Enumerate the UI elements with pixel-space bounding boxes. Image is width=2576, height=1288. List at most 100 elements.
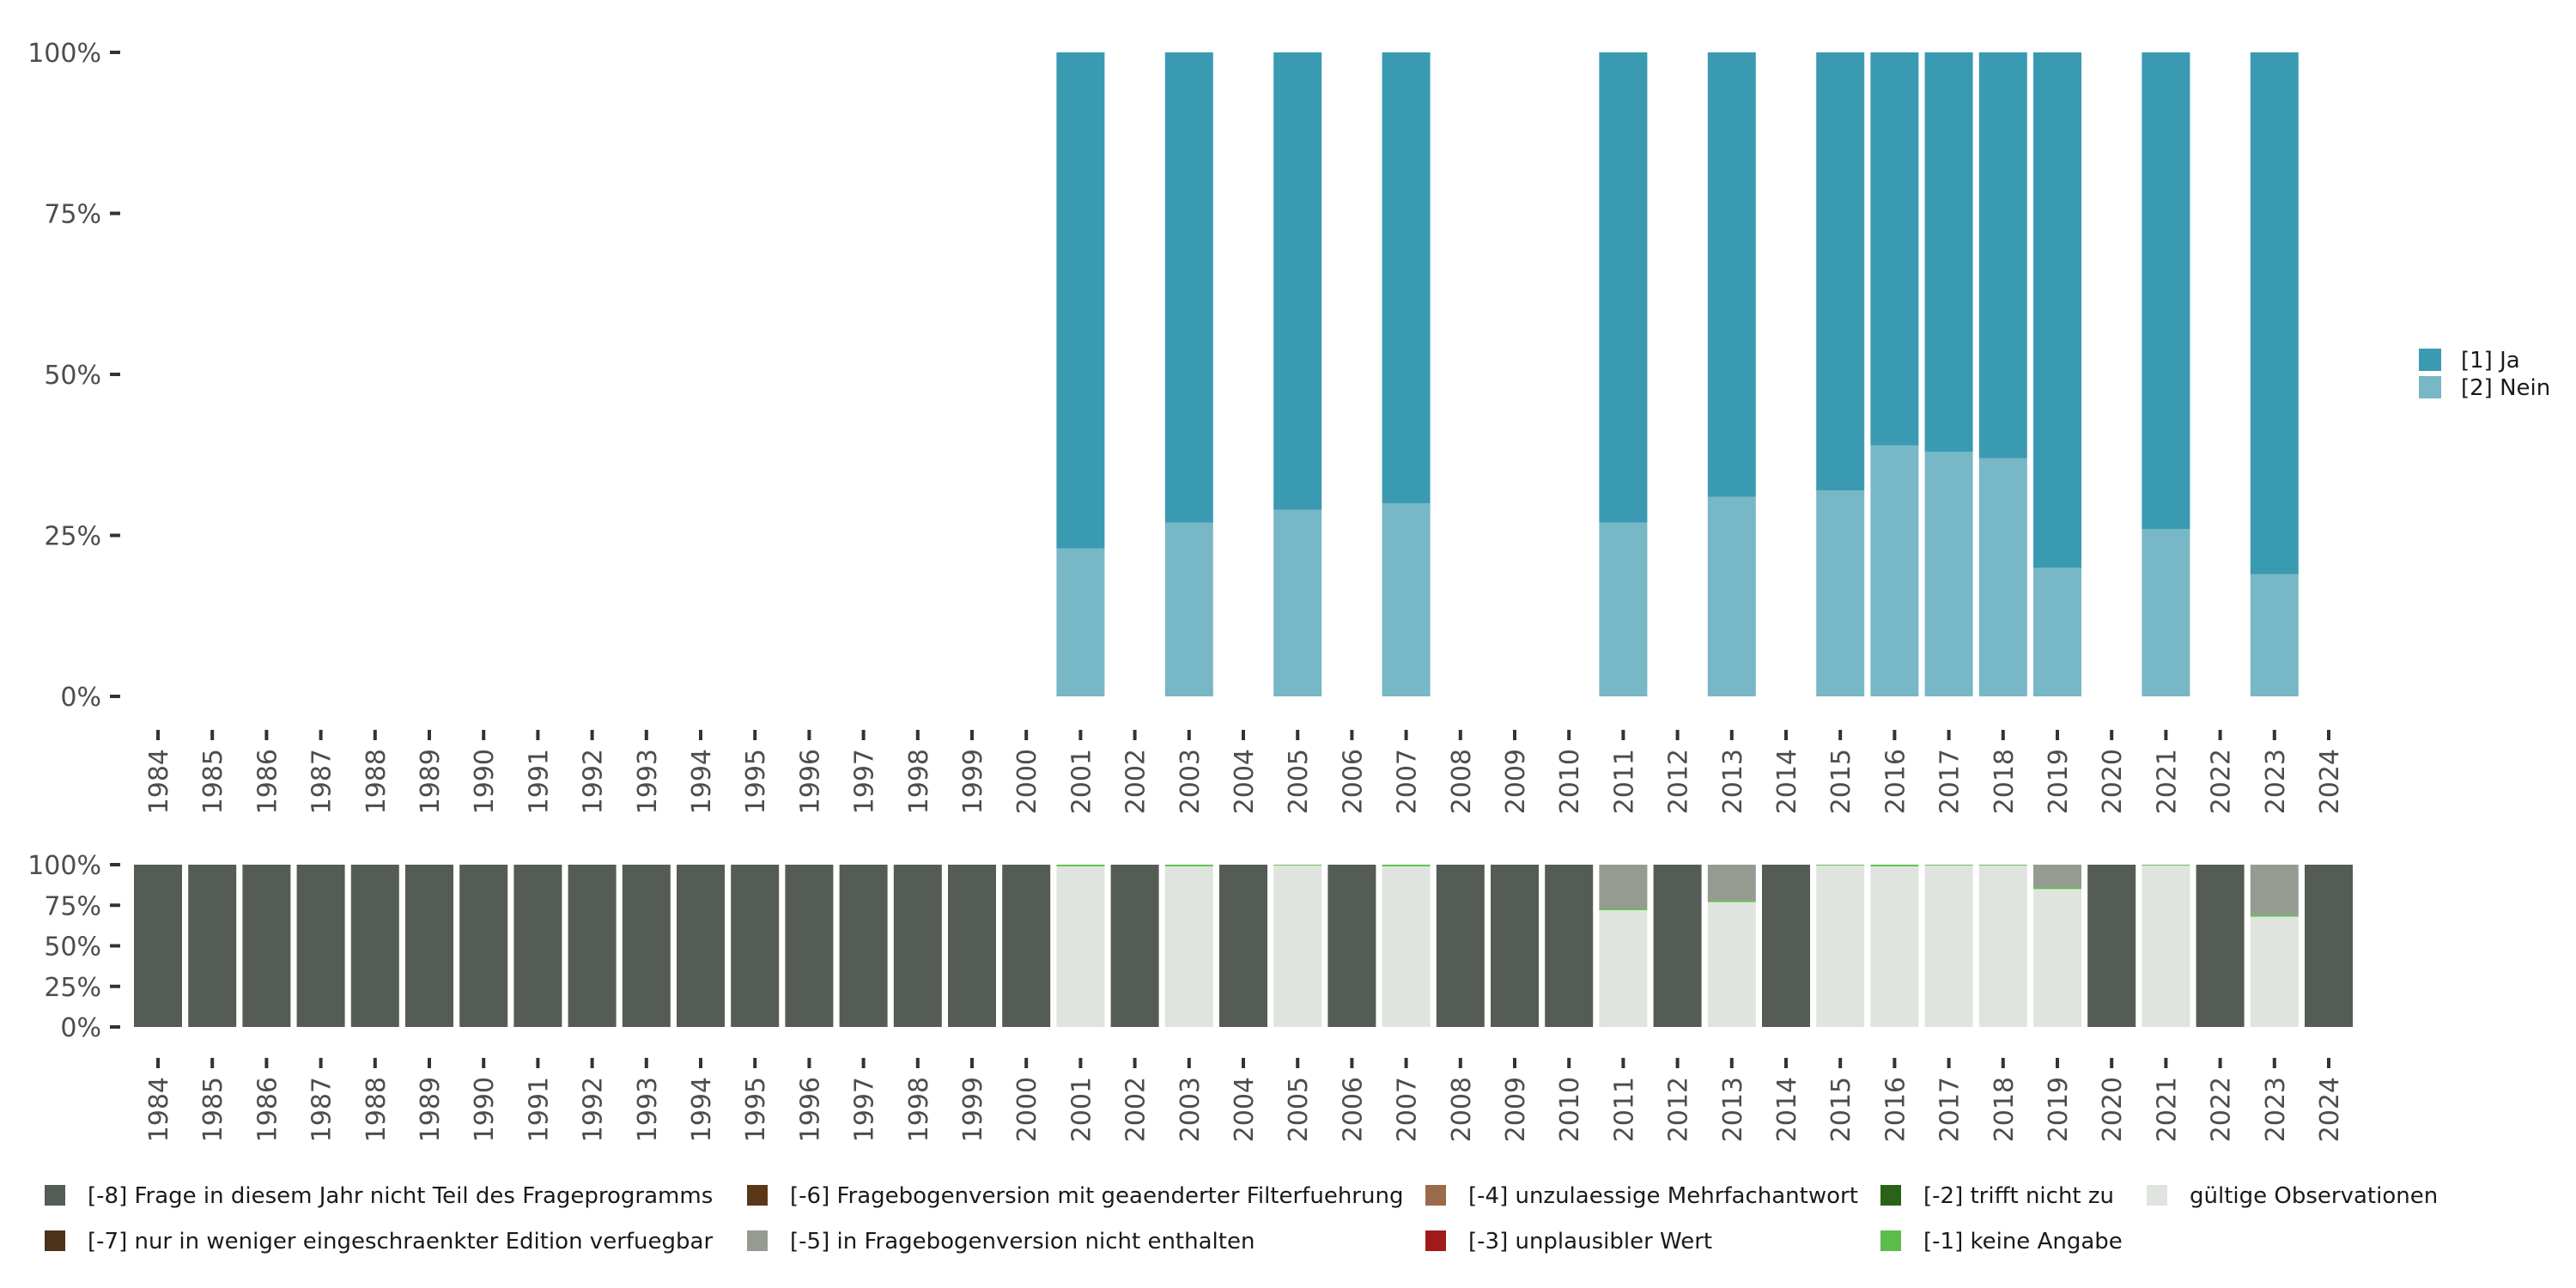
bottom-bar-2003-g-ltige-observationen [1164, 866, 1213, 1027]
top-bar-2017--1-ja [1924, 52, 1973, 452]
top-x-tick-label: 2015 [1826, 749, 1856, 814]
top-x-tick-label: 1996 [795, 749, 825, 814]
bottom-bar-2005--1-keine-angabe [1273, 865, 1322, 866]
bottom-bar-2007-g-ltige-observationen [1382, 866, 1431, 1027]
bottom-legend-swatch [1880, 1230, 1901, 1251]
bottom-legend-label: [-3] unplausibler Wert [1468, 1229, 1712, 1255]
bottom-x-tick-label: 2019 [2044, 1077, 2074, 1142]
top-y-tick-label: 100% [27, 39, 101, 69]
bottom-bar-2018-g-ltige-observationen [1978, 865, 2027, 1027]
bottom-legend-swatch [1880, 1185, 1901, 1206]
bottom-x-tick-label: 2002 [1121, 1077, 1151, 1142]
bottom-x-tick-label: 2009 [1501, 1077, 1531, 1142]
bottom-legend-label: [-7] nur in weniger eingeschraenkter Edi… [88, 1229, 713, 1255]
top-bar-2023--2-nein [2250, 574, 2299, 696]
top-bar-2003--1-ja [1164, 52, 1213, 523]
top-x-tick-label: 2010 [1555, 749, 1585, 814]
bottom-bar-2011--1-keine-angabe [1599, 908, 1648, 910]
top-x-tick-label: 2014 [1772, 749, 1802, 814]
bottom-y-tick-label: 25% [44, 973, 101, 1003]
bottom-x-tick-label: 2018 [1990, 1077, 2020, 1142]
bottom-bar-1989--8-frage-in-diesem-jahr-nicht-teil-des-frageprogramms [405, 865, 453, 1027]
bottom-bar-1997--8-frage-in-diesem-jahr-nicht-teil-des-frageprogramms [839, 865, 888, 1027]
bottom-bar-2010--8-frage-in-diesem-jahr-nicht-teil-des-frageprogramms [1545, 865, 1594, 1027]
bottom-bar-1992--8-frage-in-diesem-jahr-nicht-teil-des-frageprogramms [568, 865, 617, 1027]
bottom-bar-2023--1-keine-angabe [2250, 914, 2299, 917]
top-x-tick-label: 2012 [1664, 749, 1694, 814]
top-x-tick-label: 1993 [633, 749, 663, 814]
top-bar-2011--2-nein [1599, 522, 1648, 696]
top-x-tick-label: 2005 [1284, 749, 1314, 814]
bottom-bar-2021--1-keine-angabe [2142, 865, 2190, 866]
top-x-tick-label: 1998 [904, 749, 934, 814]
bottom-bar-2023--5-in-fragebogenversion-nicht-enthalten [2250, 865, 2299, 915]
top-y-tick-label: 25% [44, 522, 101, 552]
bottom-legend-swatch [45, 1230, 65, 1251]
bottom-legend-swatch [1425, 1230, 1446, 1251]
bottom-y-tick-label: 100% [27, 851, 101, 881]
bottom-x-tick-label: 2020 [2098, 1077, 2128, 1142]
bottom-x-tick-label: 1993 [633, 1077, 663, 1142]
bottom-x-tick-label: 1987 [307, 1077, 337, 1142]
bottom-x-tick-label: 1985 [198, 1077, 228, 1142]
top-x-tick-label: 1994 [687, 749, 717, 814]
top-bar-2019--1-ja [2033, 52, 2081, 568]
bottom-x-tick-label: 2011 [1609, 1077, 1639, 1142]
bottom-bar-1988--8-frage-in-diesem-jahr-nicht-teil-des-frageprogramms [350, 865, 399, 1027]
bottom-bar-1986--8-frage-in-diesem-jahr-nicht-teil-des-frageprogramms [242, 865, 291, 1027]
top-bar-2011--1-ja [1599, 52, 1648, 523]
top-bar-2013--2-nein [1707, 496, 1756, 696]
bottom-x-tick-label: 1989 [416, 1077, 446, 1142]
top-x-tick-label: 2021 [2152, 749, 2182, 814]
bottom-bar-2005-g-ltige-observationen [1273, 865, 1322, 1027]
bottom-bar-1987--8-frage-in-diesem-jahr-nicht-teil-des-frageprogramms [296, 865, 345, 1027]
bottom-legend: [-8] Frage in diesem Jahr nicht Teil des… [45, 1183, 2438, 1255]
bottom-legend-swatch [747, 1230, 768, 1251]
bottom-x-tick-label: 2007 [1393, 1077, 1423, 1142]
bottom-bar-2017--1-keine-angabe [1924, 865, 1973, 866]
bottom-bar-2003--1-keine-angabe [1164, 865, 1213, 866]
top-bar-2015--2-nein [1816, 490, 1865, 696]
top-x-tick-label: 1992 [579, 749, 609, 814]
bottom-x-tick-label: 1986 [252, 1077, 283, 1142]
bottom-bar-2006--8-frage-in-diesem-jahr-nicht-teil-des-frageprogramms [1327, 865, 1376, 1027]
top-x-tick-label: 2017 [1935, 749, 1965, 814]
bottom-bar-2018--1-keine-angabe [1978, 865, 2027, 866]
top-x-tick-label: 1990 [470, 749, 500, 814]
bottom-bar-2016--1-keine-angabe [1870, 865, 1919, 866]
bottom-x-tick-label: 2014 [1772, 1077, 1802, 1142]
top-x-tick-label: 1987 [307, 749, 337, 814]
bottom-x-tick-label: 2000 [1012, 1077, 1042, 1142]
top-bar-2007--2-nein [1382, 503, 1431, 696]
bottom-x-tick-label: 1995 [741, 1077, 771, 1142]
bottom-x-tick-label: 1991 [524, 1077, 554, 1142]
top-x-tick-label: 1999 [958, 749, 988, 814]
bottom-y-tick-label: 75% [44, 891, 101, 921]
bottom-x-tick-label: 2012 [1664, 1077, 1694, 1142]
bottom-bar-2021-g-ltige-observationen [2142, 865, 2190, 1027]
bottom-x-tick-label: 2013 [1718, 1077, 1748, 1142]
bottom-x-tick-label: 2006 [1338, 1077, 1368, 1142]
top-legend-label: [1] Ja [2461, 348, 2520, 374]
top-x-tick-label: 2011 [1609, 749, 1639, 814]
bottom-x-tick-label: 2003 [1176, 1077, 1206, 1142]
bottom-bar-2002--8-frage-in-diesem-jahr-nicht-teil-des-frageprogramms [1110, 865, 1159, 1027]
bottom-legend-swatch [45, 1185, 65, 1206]
bottom-bar-1995--8-frage-in-diesem-jahr-nicht-teil-des-frageprogramms [731, 865, 780, 1027]
bottom-bar-1998--8-frage-in-diesem-jahr-nicht-teil-des-frageprogramms [893, 865, 942, 1027]
top-legend-label: [2] Nein [2461, 375, 2550, 401]
bottom-bar-2015-g-ltige-observationen [1816, 865, 1865, 1027]
top-legend: [1] Ja[2] Nein [2419, 348, 2550, 401]
bottom-y-tick-label: 50% [44, 933, 101, 963]
top-x-tick-label: 2001 [1066, 749, 1097, 814]
top-legend-swatch [2419, 376, 2441, 398]
bottom-x-tick-label: 1998 [904, 1077, 934, 1142]
bottom-bar-2023-g-ltige-observationen [2250, 916, 2299, 1027]
bottom-y-tick-label: 0% [60, 1013, 101, 1043]
top-y-tick-label: 75% [44, 200, 101, 230]
bottom-bar-2012--8-frage-in-diesem-jahr-nicht-teil-des-frageprogramms [1653, 865, 1702, 1027]
top-legend-swatch [2419, 349, 2441, 371]
top-bar-2019--2-nein [2033, 568, 2081, 696]
bottom-x-tick-label: 1999 [958, 1077, 988, 1142]
